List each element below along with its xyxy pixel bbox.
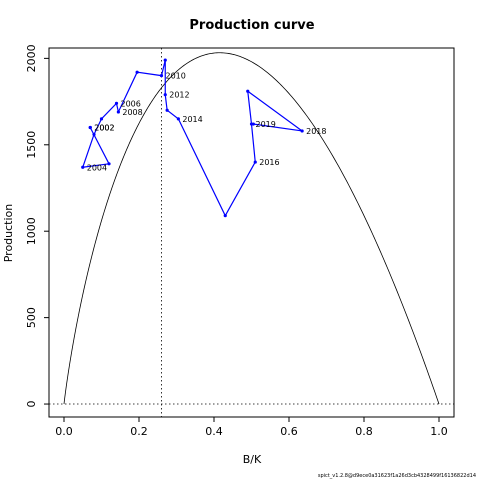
trajectory-point [114,101,119,105]
trajectory-point [165,108,169,112]
year-label: 2002 [94,124,114,133]
year-label: 2004 [87,163,107,172]
year-label: 2006 [121,99,141,108]
trajectory-point [223,214,227,218]
trajectory-point [163,58,167,62]
trajectory-point [88,125,92,130]
x-tick-label: 0.4 [205,425,223,438]
year-label: 2012 [169,91,189,100]
trajectory-point [92,132,96,137]
trajectory-line [81,59,303,217]
year-label: 2008 [122,108,142,117]
plot-area: 2002200220042006200820102012201420162019… [49,48,454,417]
footer-note: spict_v1.2.8@d9ece0a31623f1a26d3cb432849… [318,473,476,479]
trajectory-point [163,93,167,97]
trajectory-point [176,117,180,121]
trajectory-point [159,74,164,78]
trajectory-point [116,110,120,114]
x-tick-label: 0.0 [55,425,73,438]
trajectory-point [246,89,250,93]
year-label: 2010 [166,72,186,81]
y-axis-label: Production [2,204,15,263]
year-label: 2002 [94,124,114,133]
y-tick-label: 500 [25,307,38,328]
y-tick-label: 1500 [25,131,38,159]
trajectory-point [135,70,139,74]
y-tick-label: 1000 [25,217,38,245]
trajectory-point [253,160,257,164]
year-label: 2018 [306,127,326,136]
x-tick-label: 0.6 [280,425,298,438]
y-tick-label: 2000 [25,44,38,72]
x-axis-label: B/K [243,453,262,466]
production-curve-line [63,52,440,405]
trajectory-point [107,162,111,166]
trajectory-point [81,165,85,169]
year-label: 2019 [256,120,276,129]
x-tick-label: 1.0 [430,425,448,438]
trajectory-point [99,117,104,121]
chart-title: Production curve [189,18,314,33]
year-label: 2016 [259,158,279,167]
x-tick-label: 0.2 [130,425,148,438]
trajectory-point [300,129,304,133]
trajectory-point [251,122,255,126]
plot-frame [48,47,455,418]
year-label: 2014 [182,115,202,124]
x-tick-label: 0.8 [355,425,373,438]
y-tick-label: 0 [25,401,38,408]
